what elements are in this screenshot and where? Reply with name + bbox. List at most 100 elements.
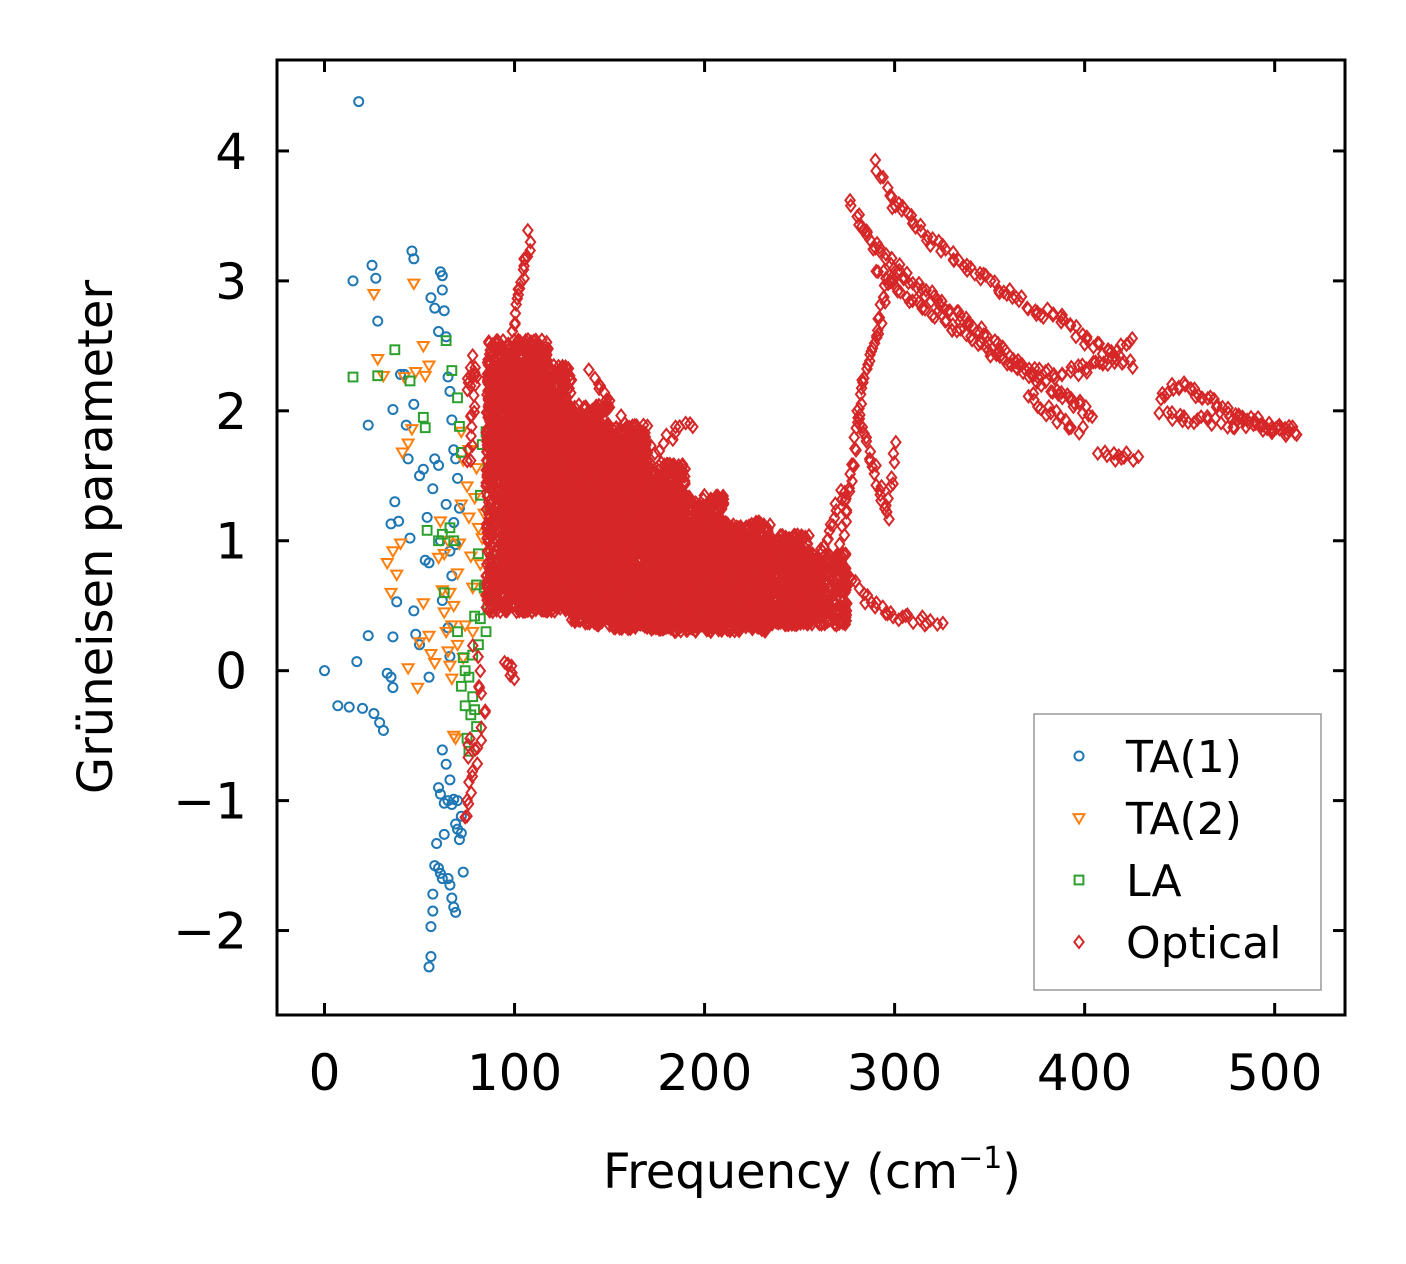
data-point xyxy=(561,595,574,611)
data-point xyxy=(408,366,423,380)
data-point xyxy=(347,371,359,383)
data-point xyxy=(452,472,464,484)
data-point xyxy=(483,457,496,473)
data-point xyxy=(540,334,553,350)
data-point xyxy=(467,691,479,703)
data-point xyxy=(485,491,498,507)
data-point xyxy=(351,656,363,668)
data-point xyxy=(540,421,553,437)
data-point xyxy=(389,496,401,508)
data-point xyxy=(557,469,570,486)
data-point xyxy=(469,463,484,476)
data-point xyxy=(421,360,437,373)
data-point xyxy=(501,519,514,536)
data-point xyxy=(504,474,517,490)
data-point xyxy=(522,572,534,589)
data-point xyxy=(538,417,551,433)
data-point xyxy=(484,588,497,605)
data-point xyxy=(427,888,439,900)
points-layer xyxy=(318,96,1303,973)
data-point xyxy=(434,867,446,879)
data-point xyxy=(539,462,551,478)
data-point xyxy=(461,512,477,525)
data-point xyxy=(455,680,467,692)
data-point xyxy=(527,402,540,418)
data-point xyxy=(543,478,556,494)
data-point xyxy=(540,507,553,523)
data-point xyxy=(471,721,482,732)
data-point xyxy=(389,344,401,356)
data-point xyxy=(370,272,382,284)
data-point xyxy=(444,545,456,557)
data-point xyxy=(490,466,503,483)
data-point xyxy=(507,394,520,410)
data-point xyxy=(544,380,557,397)
data-point xyxy=(459,481,475,494)
data-point xyxy=(500,367,513,383)
data-point xyxy=(518,481,531,497)
data-point xyxy=(480,587,493,604)
data-point xyxy=(423,671,435,683)
data-point xyxy=(556,372,569,388)
data-point xyxy=(544,378,557,394)
data-point xyxy=(393,515,405,527)
data-point xyxy=(404,375,416,387)
data-point xyxy=(448,535,460,547)
data-point xyxy=(450,818,462,830)
data-point xyxy=(499,397,512,413)
data-point xyxy=(444,620,460,633)
data-point xyxy=(513,463,526,479)
data-point xyxy=(560,360,573,377)
data-point xyxy=(547,511,560,528)
data-point xyxy=(427,658,442,671)
data-point xyxy=(452,626,463,638)
data-point xyxy=(537,366,550,382)
data-point xyxy=(539,411,552,428)
data-point xyxy=(434,788,446,800)
data-point xyxy=(481,529,494,546)
data-point xyxy=(549,364,562,381)
data-point xyxy=(465,626,480,640)
data-point xyxy=(357,702,369,714)
data-point xyxy=(539,522,552,538)
data-point xyxy=(547,531,560,547)
data-point xyxy=(596,401,609,418)
data-point xyxy=(556,498,569,515)
data-point xyxy=(482,534,495,550)
data-point xyxy=(425,951,437,963)
data-point xyxy=(539,563,552,580)
data-point xyxy=(486,604,499,620)
data-point xyxy=(391,596,403,608)
data-point xyxy=(389,569,404,583)
data-point xyxy=(387,631,399,643)
data-point xyxy=(536,359,549,375)
data-point xyxy=(582,403,595,419)
data-point xyxy=(499,516,512,532)
data-point xyxy=(516,579,529,596)
data-point xyxy=(402,453,414,465)
data-point xyxy=(506,375,519,391)
data-point xyxy=(544,444,557,461)
data-point xyxy=(506,548,519,565)
data-point xyxy=(512,600,525,617)
data-point xyxy=(516,417,529,433)
data-point xyxy=(442,873,454,885)
data-point xyxy=(454,421,465,432)
data-point xyxy=(527,580,540,597)
data-point xyxy=(537,546,549,563)
data-point xyxy=(542,384,555,400)
data-point xyxy=(491,332,504,349)
data-point xyxy=(423,648,439,662)
data-point xyxy=(347,275,359,287)
data-point xyxy=(438,587,450,599)
data-point xyxy=(417,463,429,475)
data-point xyxy=(444,522,456,534)
data-point xyxy=(554,529,567,546)
data-point xyxy=(395,447,410,460)
data-point xyxy=(532,598,545,614)
data-point xyxy=(473,639,484,651)
data-point xyxy=(481,372,494,388)
data-point xyxy=(529,449,542,465)
data-point xyxy=(438,828,450,840)
data-point xyxy=(408,253,420,265)
